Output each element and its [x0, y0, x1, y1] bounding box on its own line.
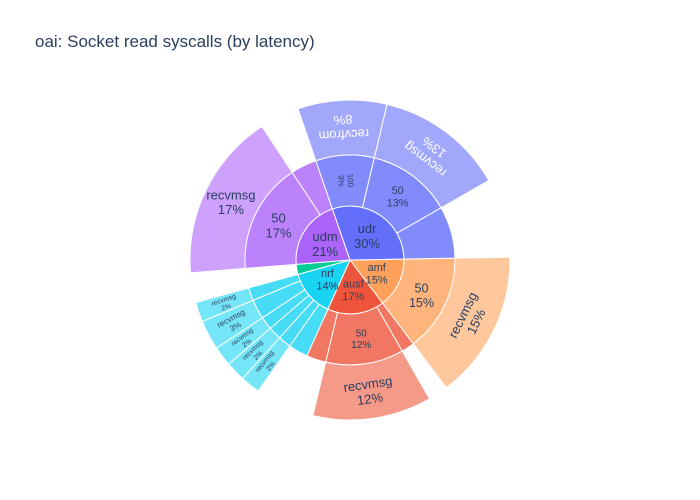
ausf-50-recvmsg-sector[interactable] — [312, 350, 431, 421]
udr-50-recvmsg-sector[interactable] — [373, 103, 490, 209]
chart-title: oai: Socket read syscalls (by latency) — [35, 32, 315, 51]
udr-seg2-sector[interactable] — [396, 207, 456, 260]
udm-50-recvmsg-sector[interactable] — [189, 125, 293, 274]
udr-100-recvfrom-sector[interactable] — [297, 99, 388, 162]
amf-50-recvmsg-sector[interactable] — [412, 256, 511, 389]
nrf-seg5-recvmsg-sector[interactable] — [195, 287, 254, 323]
